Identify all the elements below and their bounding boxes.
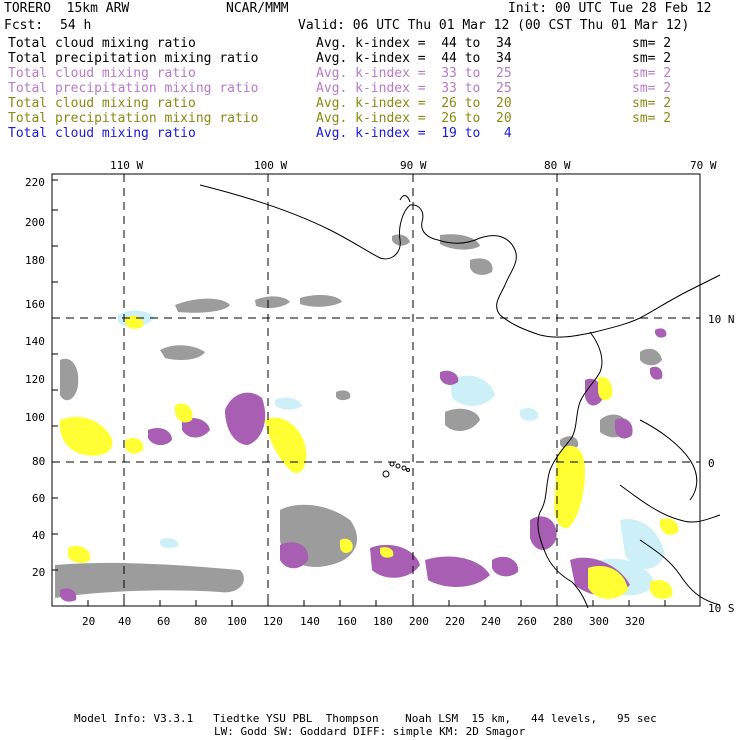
- legend-field: Total cloud mixing ratio: [8, 96, 196, 111]
- y-tick-label: 20: [32, 566, 46, 579]
- legend-field: Total precipitation mixing ratio: [8, 51, 259, 66]
- legend-sm: sm= 2: [632, 66, 672, 81]
- legend-kindex: Avg. k-index = 19 to 4: [316, 126, 512, 141]
- y-tick-label: 60: [32, 492, 46, 505]
- x-tick-label: 200: [409, 615, 429, 628]
- legend-field: Total cloud mixing ratio: [8, 66, 196, 81]
- y-tick-label: 180: [25, 254, 45, 267]
- x-tick-label: 100: [227, 615, 247, 628]
- footer-model-info: Model Info: V3.3.1 Tiedtke YSU PBL Thomp…: [74, 712, 657, 725]
- legend-sm: sm= 2: [632, 111, 672, 126]
- y-tick-label: 100: [25, 411, 45, 424]
- legend-kindex: Avg. k-index = 44 to 34: [316, 51, 512, 66]
- lon-label-70w: 70 W: [690, 159, 717, 172]
- org-label: NCAR/MMM: [226, 1, 289, 16]
- model-title: TORERO 15km ARW: [4, 1, 130, 16]
- footer-physics-info: LW: Godd SW: Goddard DIFF: simple KM: 2D…: [214, 725, 526, 738]
- legend-kindex: Avg. k-index = 44 to 34: [316, 36, 512, 51]
- legend-kindex: Avg. k-index = 26 to 20: [316, 96, 512, 111]
- precip-field-yellow: [59, 315, 679, 599]
- x-tick-label: 240: [481, 615, 501, 628]
- lon-label-100w: 100 W: [254, 159, 288, 172]
- x-tick-label: 140: [300, 615, 320, 628]
- x-tick-label: 280: [553, 615, 573, 628]
- valid-time: Valid: 06 UTC Thu 01 Mar 12 (00 CST Thu …: [298, 18, 690, 33]
- y-tick-label: 220: [25, 176, 45, 189]
- cloud-field-gray: [55, 234, 662, 598]
- lon-label-110w: 110 W: [110, 159, 144, 172]
- galapagos-islands: [382, 461, 410, 478]
- x-tick-label: 60: [157, 615, 171, 628]
- y-tick-label: 120: [25, 373, 45, 386]
- lat-lon-grid: [52, 174, 700, 606]
- legend-field: Total precipitation mixing ratio: [8, 111, 259, 126]
- lon-label-90w: 90 W: [400, 159, 427, 172]
- x-tick-label: 260: [517, 615, 537, 628]
- legend-field: Total cloud mixing ratio: [8, 36, 196, 51]
- legend-field: Total cloud mixing ratio: [8, 126, 196, 141]
- x-tick-label: 120: [263, 615, 283, 628]
- legend-sm: sm= 2: [632, 51, 672, 66]
- legend-field: Total precipitation mixing ratio: [8, 81, 259, 96]
- legend-kindex: Avg. k-index = 26 to 20: [316, 111, 512, 126]
- forecast-label: Fcst:: [4, 18, 44, 33]
- forecast-hours: 54 h: [60, 18, 92, 33]
- y-tick-label: 140: [25, 335, 45, 348]
- legend-kindex: Avg. k-index = 33 to 25: [316, 81, 512, 96]
- lat-label-10s: 10 S: [708, 602, 735, 615]
- x-tick-label: 80: [194, 615, 208, 628]
- legend-sm: sm= 2: [632, 36, 672, 51]
- axis-ticks: [52, 179, 666, 606]
- x-tick-label: 300: [589, 615, 609, 628]
- legend-kindex: Avg. k-index = 33 to 25: [316, 66, 512, 81]
- coastlines: [199, 184, 721, 609]
- x-tick-label: 180: [373, 615, 393, 628]
- x-tick-label: 20: [82, 615, 96, 628]
- y-tick-label: 80: [32, 455, 46, 468]
- y-tick-label: 200: [25, 216, 45, 229]
- x-tick-label: 40: [118, 615, 132, 628]
- lat-label-0: 0: [708, 457, 715, 470]
- lon-label-80w: 80 W: [544, 159, 571, 172]
- lat-label-10n: 10 N: [708, 313, 735, 326]
- y-tick-label: 40: [32, 529, 46, 542]
- legend-sm: sm= 2: [632, 96, 672, 111]
- init-time: Init: 00 UTC Tue 28 Feb 12: [508, 1, 712, 16]
- legend-sm: sm= 2: [632, 81, 672, 96]
- x-tick-label: 320: [625, 615, 645, 628]
- x-tick-label: 160: [337, 615, 357, 628]
- x-tick-label: 220: [445, 615, 465, 628]
- y-tick-label: 160: [25, 298, 45, 311]
